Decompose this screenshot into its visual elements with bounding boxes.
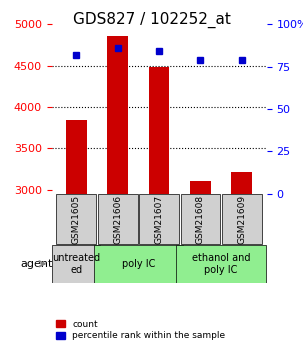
Text: GDS827 / 102252_at: GDS827 / 102252_at <box>72 12 231 28</box>
FancyBboxPatch shape <box>222 194 262 244</box>
Text: GSM21605: GSM21605 <box>72 195 81 244</box>
FancyBboxPatch shape <box>176 245 266 283</box>
Bar <box>107 36 128 194</box>
Bar <box>66 120 87 194</box>
Text: agent: agent <box>21 259 53 269</box>
Text: GSM21609: GSM21609 <box>237 195 246 244</box>
Bar <box>190 180 211 194</box>
Text: GSM21608: GSM21608 <box>196 195 205 244</box>
FancyBboxPatch shape <box>52 245 100 283</box>
FancyBboxPatch shape <box>56 194 96 244</box>
Bar <box>231 172 252 194</box>
Text: GSM21607: GSM21607 <box>155 195 164 244</box>
Text: untreated
ed: untreated ed <box>52 253 100 275</box>
FancyBboxPatch shape <box>181 194 220 244</box>
Legend: count, percentile rank within the sample: count, percentile rank within the sample <box>56 320 225 341</box>
FancyBboxPatch shape <box>139 194 179 244</box>
Bar <box>149 67 169 194</box>
FancyBboxPatch shape <box>94 245 183 283</box>
Text: ethanol and
poly IC: ethanol and poly IC <box>192 253 250 275</box>
FancyBboxPatch shape <box>98 194 138 244</box>
Text: GSM21606: GSM21606 <box>113 195 122 244</box>
Text: poly IC: poly IC <box>122 259 155 269</box>
